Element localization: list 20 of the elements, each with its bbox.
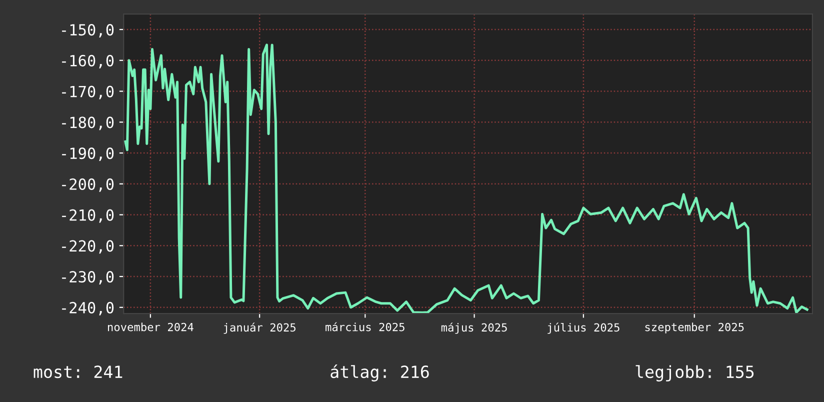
y-tick-label: -190,0 <box>62 148 114 161</box>
y-tick-label: -180,0 <box>62 116 114 130</box>
y-tick-label: -150,0 <box>62 24 114 38</box>
y-tick-label: -200,0 <box>62 178 114 192</box>
text: most: 241 <box>34 366 122 378</box>
x-tick-label: november 2024 <box>108 322 194 332</box>
y-tick-label: -160,0 <box>62 54 114 68</box>
x-tick-label: szeptember 2025 <box>645 322 744 334</box>
y-tick-label: -210,0 <box>62 209 114 223</box>
text: átlag: 216 <box>330 364 429 382</box>
x-tick-label: július 2025 <box>548 322 620 334</box>
y-tick-label: -170,0 <box>62 86 114 100</box>
x-tick-label: március 2025 <box>326 322 404 332</box>
text: legjobb: 155 <box>636 365 754 382</box>
y-tick-label: -230,0 <box>62 271 114 284</box>
y-tick-label: -220,0 <box>62 240 114 254</box>
x-tick-label: január 2025 <box>224 322 296 334</box>
y-tick-label: -240,0 <box>62 302 114 316</box>
x-tick-label: május 2025 <box>441 322 507 334</box>
line-series <box>124 44 808 314</box>
